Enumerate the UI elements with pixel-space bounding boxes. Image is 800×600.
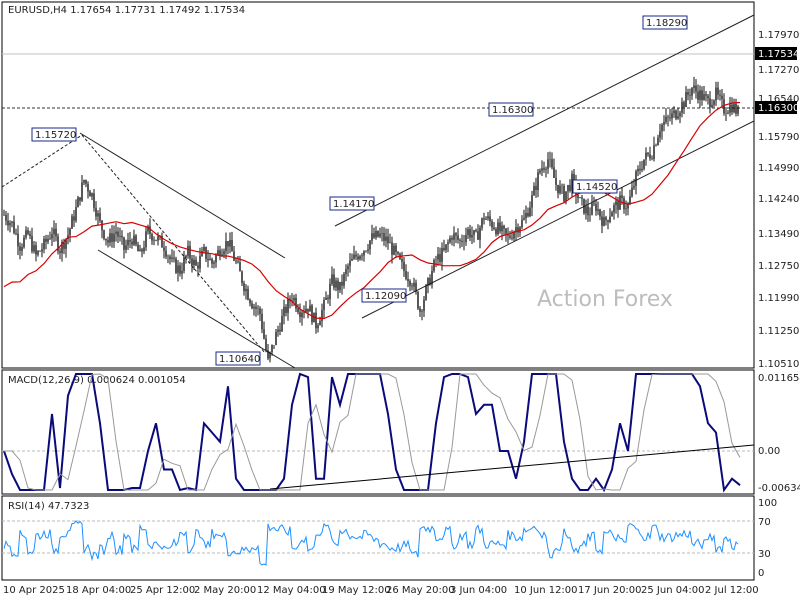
annotation-box [572,179,618,194]
annotation-label: 1.10640 [219,354,260,365]
x-tick-label: 19 May 12:00 [322,585,391,596]
rsi-tick-label: 100 [758,498,777,509]
price-panel [1,1,755,369]
y-tick-label: 1.17970 [758,30,799,41]
down-channel-top [79,132,286,259]
price-title: EURUSD,H4 1.17654 1.17731 1.17492 1.1753… [8,5,245,16]
y-tick-label: 1.14990 [758,163,799,174]
annotation-label: 1.14170 [333,199,374,210]
rsi-tick-label: 0 [758,568,764,579]
y-tick-label: 1.16540 [758,94,799,105]
x-tick-label: 12 May 04:00 [257,585,326,596]
annotation-box [488,102,534,117]
x-tick-label: 25 Apr 12:00 [130,585,195,596]
trend-channels [1,14,755,369]
y-tick-label: 1.12750 [758,261,799,272]
annotation-label: 1.14520 [576,182,617,193]
rsi-line [3,520,739,566]
macd-tick-label: -0.006345 [758,483,800,494]
x-tick-label: 10 Jun 12:00 [514,585,578,596]
annotation-label: 1.18290 [646,18,687,29]
macd-signal-line [4,373,741,491]
y-tick-label: 1.11250 [758,326,799,337]
annotation-box [329,196,375,211]
macd-tick-label: 0.00 [758,446,780,457]
x-tick-label: 3 Jun 04:00 [450,585,507,596]
moving-average-line [3,101,741,320]
level-box [755,101,797,114]
current-price-box [755,47,797,60]
level-label: 1.16300 [758,103,799,114]
annotation-box [642,15,688,30]
y-tick-label: 1.13490 [758,229,799,240]
rsi-panel [1,495,755,581]
annotation-box [215,351,261,366]
down-channel-bottom [97,249,296,369]
up-channel-top [334,14,755,227]
price-axis: 1.17970 1.17270 1.16540 1.15790 1.14990 … [758,30,799,370]
y-tick-label: 1.10510 [758,359,799,370]
macd-tick-label: 0.011654 [758,373,800,384]
y-tick-label: 1.17270 [758,65,799,76]
macd-trendline [269,444,755,490]
annotation-label: 1.15720 [35,130,76,141]
y-tick-label: 1.15790 [758,132,799,143]
x-axis: 10 Apr 2025 18 Apr 04:00 25 Apr 12:00 2 … [3,585,759,596]
rsi-tick-label: 70 [758,517,771,528]
macd-panel [1,369,755,495]
y-tick-label: 1.14240 [758,194,799,205]
current-price-label: 1.17534 [758,49,799,60]
x-tick-label: 2 May 20:00 [194,585,256,596]
x-tick-label: 25 Jun 04:00 [641,585,705,596]
annotation-label: 1.12090 [365,291,406,302]
x-tick-label: 2 Jul 12:00 [705,585,759,596]
x-tick-label: 18 Apr 04:00 [66,585,131,596]
watermark: Action Forex [537,287,673,312]
rsi-tick-label: 30 [758,549,771,560]
y-tick-label: 1.11990 [758,293,799,304]
price-annotations: 1.15720 1.10640 1.14170 1.12090 1.16300 1.145… [31,15,688,366]
x-tick-label: 10 Apr 2025 [3,585,65,596]
rsi-title: RSI(14) 47.7323 [8,501,89,512]
macd-title: MACD(12,26,9) 0.000624 0.001054 [8,375,186,386]
left-dashed-line [1,134,83,188]
x-tick-label: 17 Jun 20:00 [578,585,642,596]
annotation-box [361,288,407,303]
annotation-box [31,127,77,142]
annotation-label: 1.16300 [492,105,533,116]
x-tick-label: 26 May 20:00 [386,585,455,596]
